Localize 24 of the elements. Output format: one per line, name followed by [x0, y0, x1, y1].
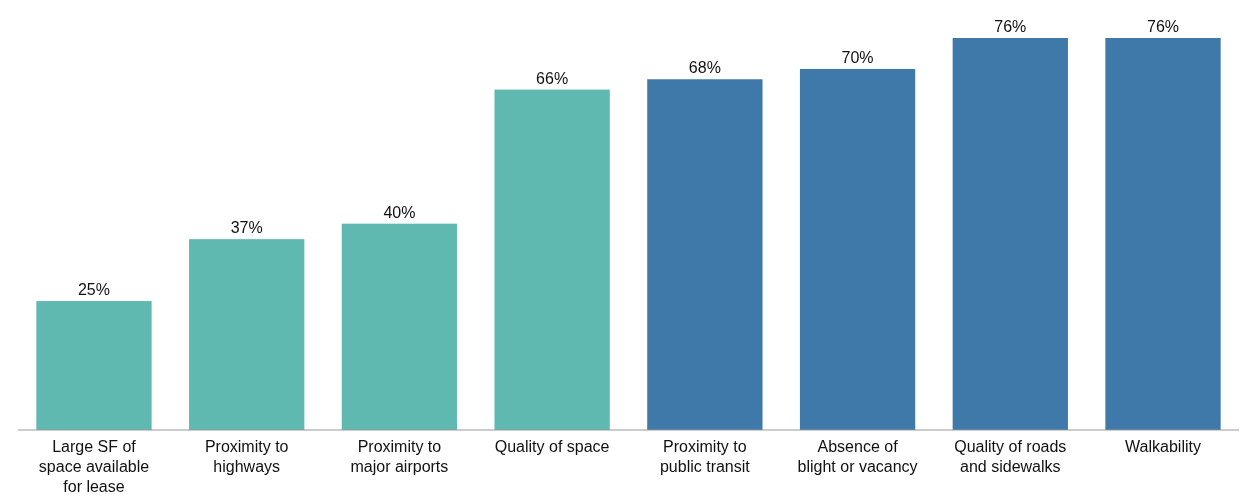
bar	[341, 223, 458, 430]
data-label: 37%	[230, 219, 263, 237]
x-tick-label: Proximity to highways	[204, 438, 289, 475]
data-label: 25%	[77, 281, 110, 299]
data-label: 68%	[688, 59, 721, 77]
bar	[36, 301, 152, 430]
x-tick-label: Proximity to public transit	[659, 438, 751, 475]
data-label: 40%	[383, 203, 416, 221]
x-tick-label: Quality of roads and sidewalks	[954, 438, 1067, 475]
bar	[647, 79, 763, 430]
data-label: 66%	[536, 69, 569, 87]
x-tick-label: Large SF of space available for lease	[38, 438, 150, 495]
data-label: 76%	[994, 18, 1027, 35]
x-tick-label: Quality of space	[494, 438, 610, 455]
data-label: 76%	[1147, 18, 1180, 35]
data-label: 70%	[841, 48, 874, 66]
bar	[799, 68, 916, 430]
bar	[494, 89, 610, 430]
bar	[952, 38, 1068, 430]
x-tick-label: Proximity to major airports	[350, 438, 449, 475]
x-tick-label: Absence of blight or vacancy	[797, 438, 918, 475]
bar	[189, 239, 305, 430]
x-tick-label: Walkability	[1125, 438, 1201, 455]
bar	[1105, 38, 1221, 430]
